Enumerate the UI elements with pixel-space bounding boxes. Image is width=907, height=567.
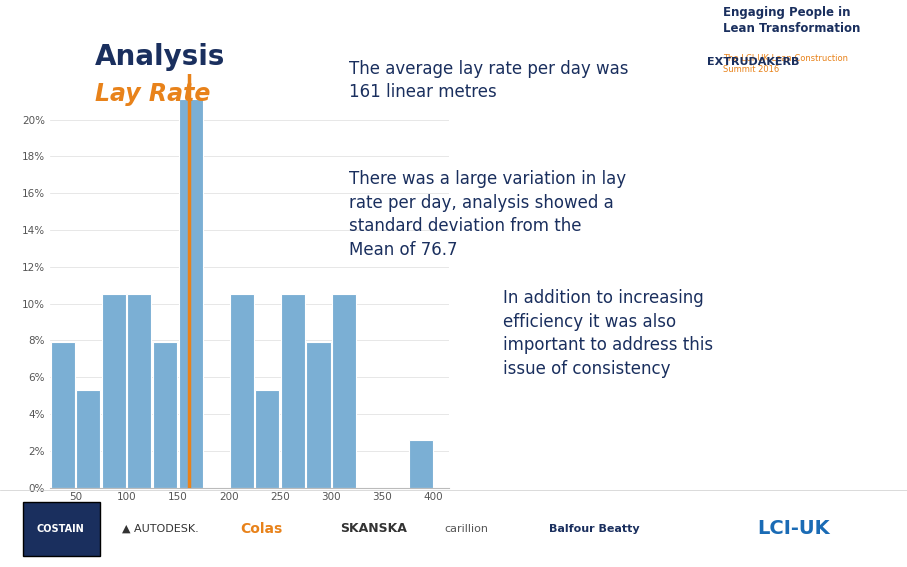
Text: Lay Rate: Lay Rate bbox=[95, 82, 210, 106]
Text: SKANSKA: SKANSKA bbox=[340, 522, 407, 535]
Bar bbox=[307, 342, 330, 488]
Text: A1L2B: A1L2B bbox=[727, 112, 855, 146]
Text: EXTRUDAKERB: EXTRUDAKERB bbox=[707, 57, 799, 67]
Text: Analysis: Analysis bbox=[95, 43, 226, 70]
Bar bbox=[409, 440, 433, 488]
Text: There was a large variation in lay
rate per day, analysis showed a
standard devi: There was a large variation in lay rate … bbox=[349, 170, 627, 259]
Text: LCI-UK: LCI-UK bbox=[757, 519, 830, 538]
FancyBboxPatch shape bbox=[23, 502, 100, 556]
Bar bbox=[179, 99, 202, 488]
Bar bbox=[76, 390, 101, 488]
Text: Engaging People in
Lean Transformation: Engaging People in Lean Transformation bbox=[723, 6, 860, 35]
Bar bbox=[153, 342, 177, 488]
Text: The LCI-UK Lean Construction
Summit 2016: The LCI-UK Lean Construction Summit 2016 bbox=[723, 54, 848, 74]
Bar bbox=[332, 294, 356, 488]
Text: COSTAIN: COSTAIN bbox=[37, 524, 84, 534]
Bar bbox=[229, 294, 254, 488]
Text: Balfour Beatty: Balfour Beatty bbox=[549, 524, 639, 534]
Bar bbox=[281, 294, 305, 488]
Text: ▲ AUTODESK.: ▲ AUTODESK. bbox=[122, 524, 200, 534]
Text: carillion: carillion bbox=[444, 524, 489, 534]
Text: The average lay rate per day was
161 linear metres: The average lay rate per day was 161 lin… bbox=[349, 60, 629, 101]
Bar bbox=[51, 342, 74, 488]
Text: In addition to increasing
efficiency it was also
important to address this
issue: In addition to increasing efficiency it … bbox=[503, 289, 714, 378]
Text: Colas: Colas bbox=[240, 522, 283, 536]
Bar bbox=[127, 294, 151, 488]
Bar bbox=[255, 390, 279, 488]
Bar bbox=[102, 294, 126, 488]
